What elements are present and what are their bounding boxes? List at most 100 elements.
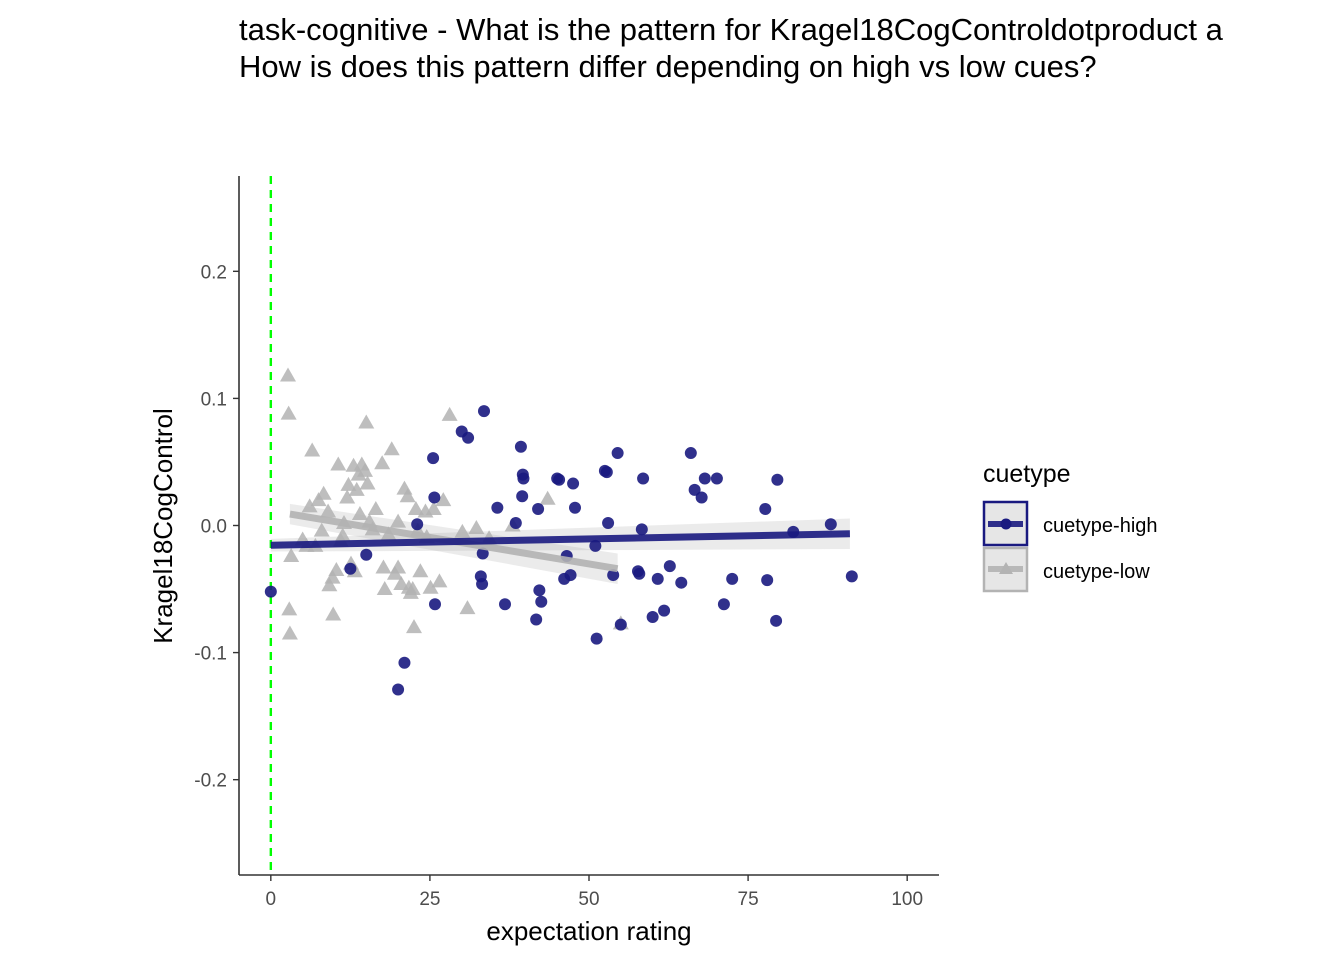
- data-point-high: [607, 569, 620, 582]
- y-axis-title: Kragel18CogControl: [148, 408, 178, 644]
- data-point-high: [553, 473, 566, 486]
- data-point-low: [324, 569, 341, 584]
- data-point-high: [602, 516, 615, 529]
- data-point-high: [663, 560, 676, 573]
- data-point-high: [360, 548, 373, 561]
- data-point-high: [429, 598, 441, 611]
- data-point-high: [564, 569, 577, 582]
- y-tick-label: 0.2: [201, 262, 227, 283]
- chart-title-line2: How is does this pattern differ dependin…: [239, 49, 1097, 84]
- data-point-low: [328, 561, 345, 576]
- data-point-high: [759, 502, 772, 515]
- data-point-high: [516, 490, 529, 503]
- data-point-high: [675, 576, 688, 589]
- cuetype-high-points: [264, 405, 858, 696]
- legend: cuetype cuetype-high cuetype-low: [982, 460, 1158, 593]
- x-tick-label: 0: [266, 889, 277, 910]
- plot-panel: [264, 176, 858, 875]
- data-point-low: [320, 503, 337, 518]
- data-point-low: [406, 619, 422, 634]
- data-point-high: [530, 613, 543, 626]
- legend-label-high: cuetype-high: [1043, 515, 1158, 537]
- legend-title: cuetype: [983, 460, 1071, 488]
- data-point-low: [301, 498, 318, 513]
- data-point-high: [517, 472, 530, 485]
- data-point-low: [454, 523, 471, 538]
- axes: 0 25 50 75 100 -0.2 -0.1 0.0 0.1 0.2: [194, 176, 939, 910]
- data-point-low: [280, 367, 296, 382]
- data-point-low: [374, 455, 391, 470]
- data-point-high: [398, 656, 411, 669]
- data-point-high: [476, 577, 489, 590]
- data-point-high: [428, 491, 441, 504]
- data-point-low: [390, 559, 407, 574]
- data-point-high: [761, 574, 774, 587]
- data-point-low: [315, 485, 332, 500]
- data-point-low: [422, 579, 439, 594]
- data-point-high: [688, 483, 701, 496]
- data-point-high: [344, 562, 357, 575]
- data-point-high: [411, 518, 424, 531]
- legend-label-low: cuetype-low: [1043, 561, 1150, 583]
- data-point-high: [427, 452, 440, 465]
- data-point-low: [383, 441, 400, 456]
- legend-marker-low: [999, 562, 1013, 574]
- data-point-high: [491, 501, 504, 514]
- data-point-low: [281, 625, 298, 640]
- data-point-high: [824, 518, 837, 531]
- data-point-low: [325, 606, 342, 621]
- data-point-high: [264, 585, 277, 598]
- data-point-low: [404, 581, 421, 596]
- data-point-high: [533, 584, 546, 597]
- data-point-high: [462, 431, 475, 444]
- data-point-low: [435, 492, 452, 507]
- chart-title-line1: task-cognitive - What is the pattern for…: [239, 12, 1224, 47]
- x-tick-label: 100: [891, 889, 923, 910]
- data-point-high: [770, 614, 783, 627]
- data-point-low: [358, 414, 375, 429]
- data-point-low: [441, 406, 458, 421]
- y-tick-label: -0.1: [194, 644, 227, 665]
- data-point-low: [431, 573, 448, 588]
- legend-item-high: cuetype-high: [982, 500, 1158, 547]
- data-point-high: [726, 572, 739, 585]
- x-axis-title: expectation rating: [486, 916, 691, 946]
- data-point-high: [695, 491, 708, 504]
- data-point-high: [717, 598, 730, 611]
- data-point-low: [304, 442, 321, 457]
- data-point-low: [283, 548, 300, 563]
- data-point-low: [351, 506, 368, 521]
- legend-item-low: cuetype-low: [982, 546, 1150, 593]
- data-point-low: [357, 462, 373, 477]
- data-point-high: [710, 472, 723, 485]
- data-point-low: [367, 500, 384, 515]
- data-point-high: [635, 523, 648, 536]
- data-point-high: [589, 539, 602, 552]
- data-point-low: [425, 500, 442, 515]
- data-point-high: [637, 472, 650, 485]
- data-point-low: [468, 520, 485, 535]
- data-point-low: [339, 489, 356, 504]
- data-point-high: [567, 477, 580, 490]
- data-point-high: [476, 547, 489, 560]
- data-point-low: [281, 601, 298, 616]
- data-point-high: [532, 502, 545, 515]
- data-point-high: [569, 501, 581, 514]
- data-point-high: [633, 567, 646, 580]
- data-point-low: [459, 600, 476, 615]
- x-tick-label: 75: [738, 889, 759, 910]
- data-point-low: [340, 476, 357, 491]
- trend-line-high: [270, 530, 850, 549]
- data-point-high: [614, 618, 627, 631]
- data-point-high: [478, 405, 490, 418]
- data-point-low: [412, 563, 429, 578]
- data-point-high: [590, 632, 603, 645]
- data-point-low: [390, 513, 407, 528]
- data-point-low: [399, 488, 416, 503]
- data-point-low: [376, 581, 393, 596]
- data-point-high: [392, 683, 405, 696]
- data-point-low: [321, 577, 338, 592]
- data-point-high: [646, 611, 659, 624]
- data-point-low: [334, 527, 351, 542]
